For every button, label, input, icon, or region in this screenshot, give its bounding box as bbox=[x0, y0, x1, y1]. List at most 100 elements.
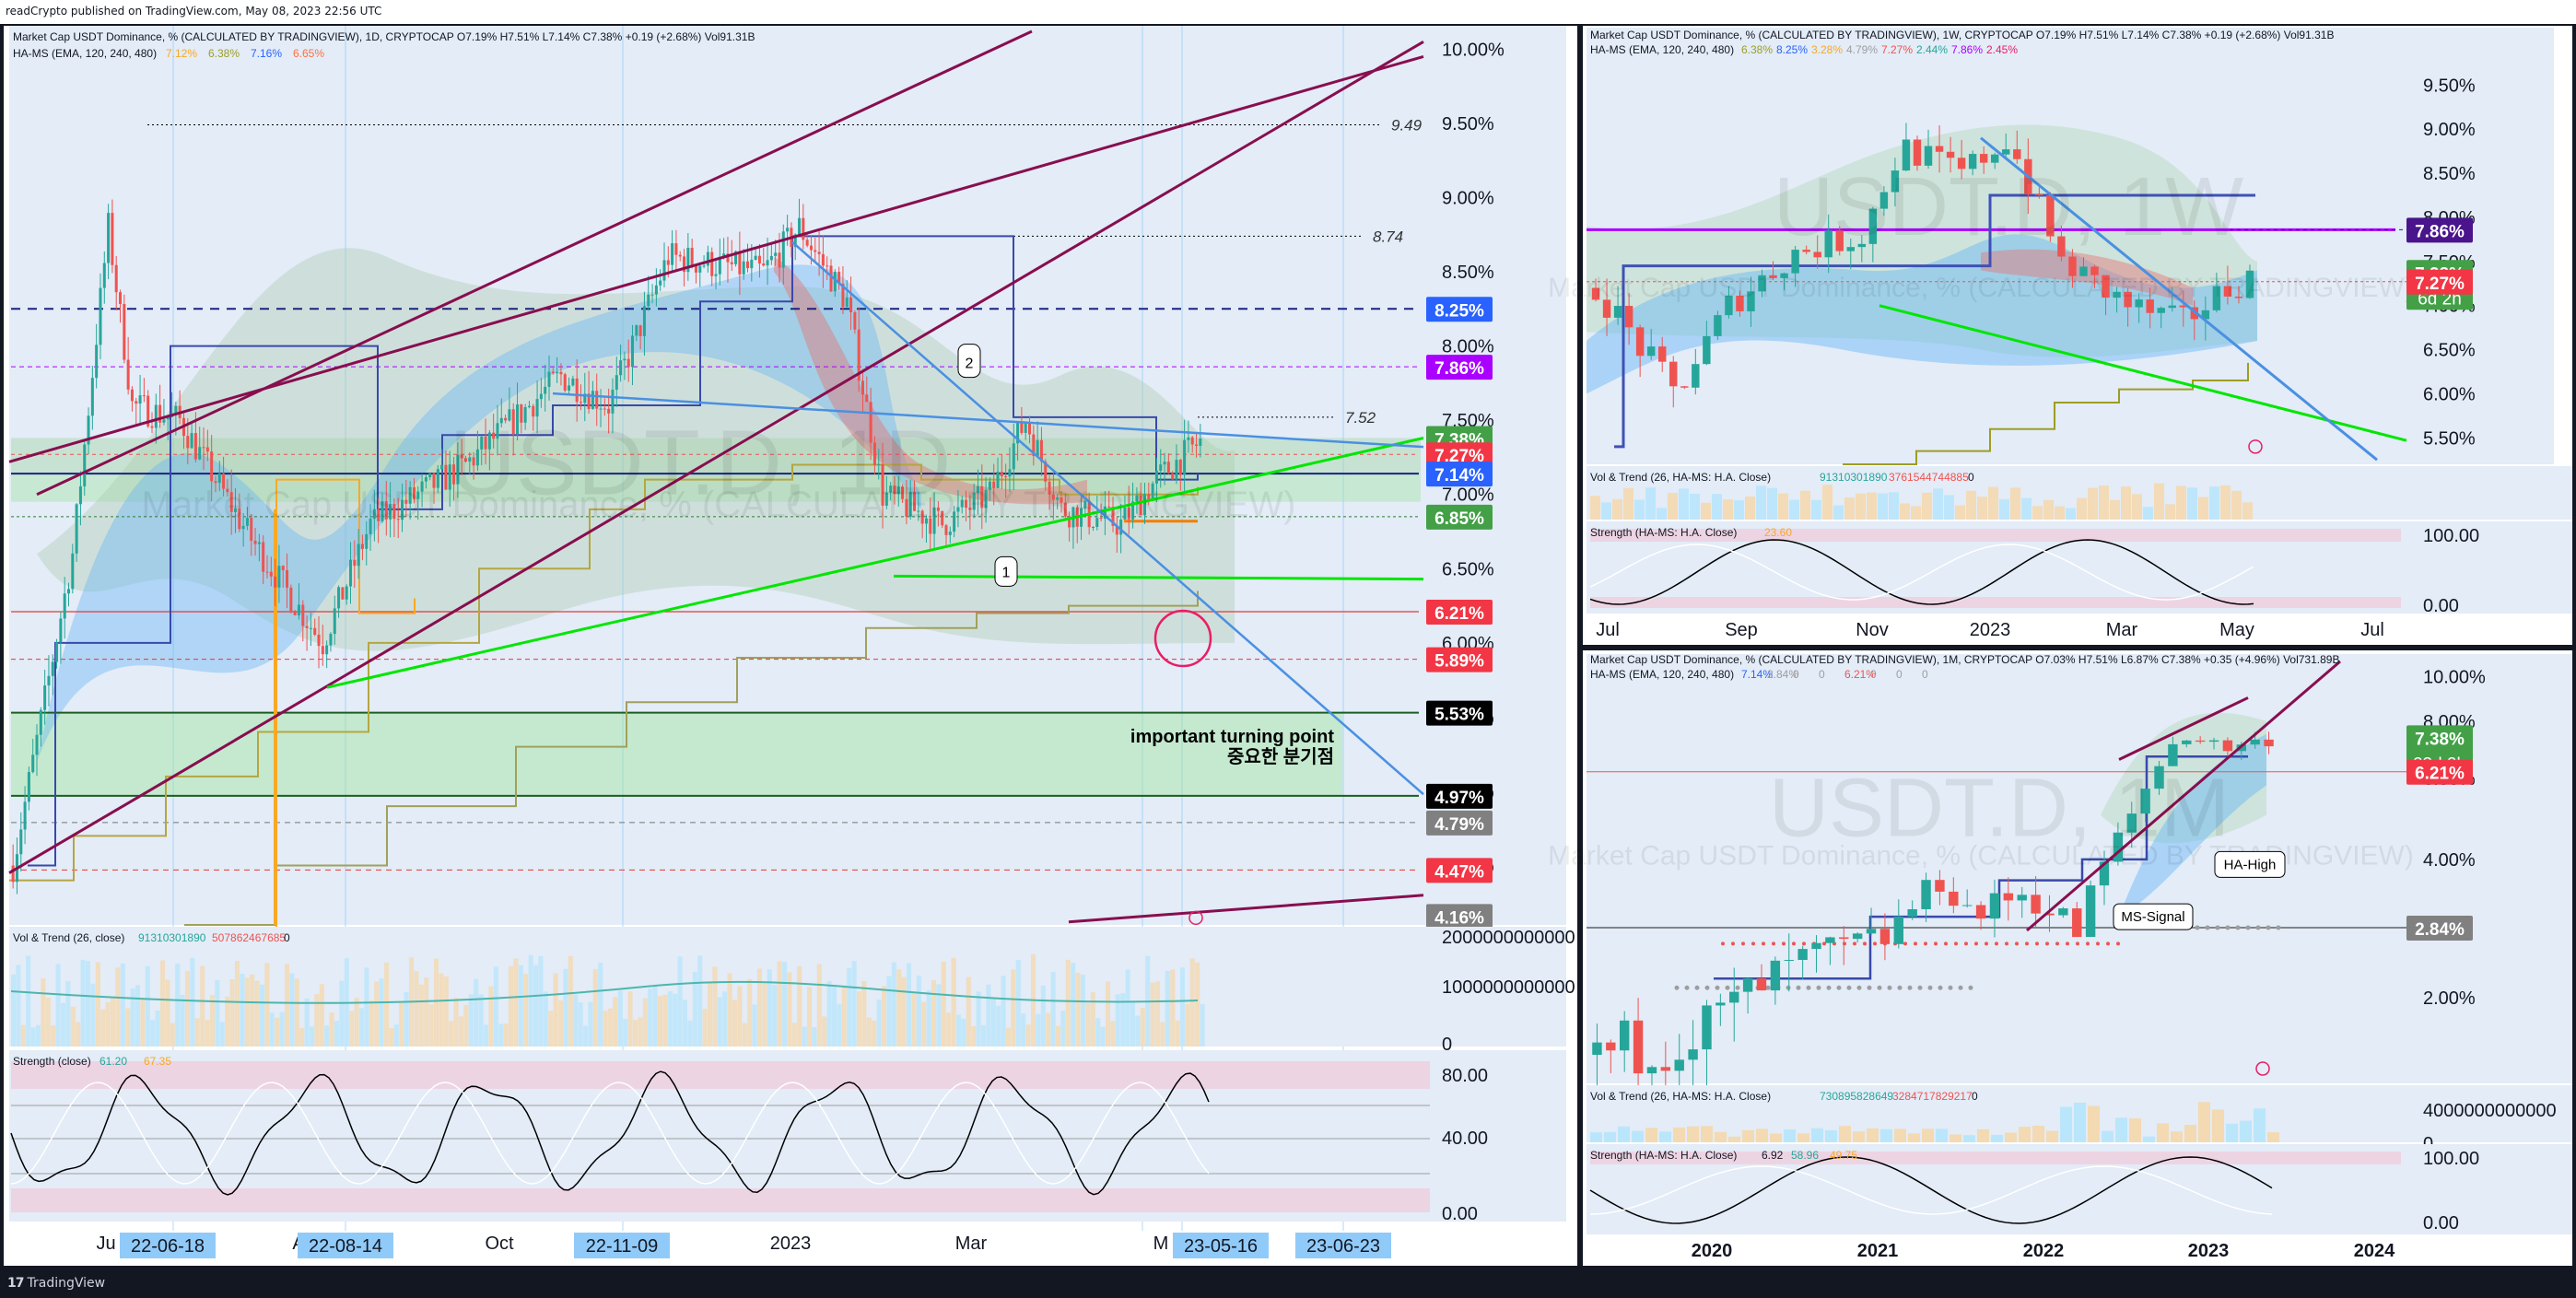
daily-x-tag: 22-08-14 bbox=[309, 1236, 382, 1257]
monthly-volume-bar bbox=[2046, 1130, 2058, 1142]
daily-candle bbox=[166, 416, 170, 420]
weekly-indicator-value: 7.86% bbox=[1951, 43, 1983, 56]
monthly-blue-step bbox=[1714, 755, 2248, 980]
daily-candle bbox=[551, 371, 555, 374]
daily-volume-bar bbox=[1200, 1004, 1205, 1047]
daily-candle bbox=[357, 544, 360, 567]
daily-price-pane bbox=[9, 26, 1566, 925]
daily-candle bbox=[297, 604, 300, 615]
daily-volume-bar bbox=[1140, 1007, 1145, 1047]
monthly-red-dot bbox=[2106, 941, 2110, 946]
daily-volume-bar bbox=[1071, 963, 1076, 1047]
monthly-grey-dot bbox=[1897, 985, 1903, 990]
weekly-watermark-sub: Market Cap USDT Dominance, % (CALCULATED… bbox=[1548, 273, 2414, 303]
daily-candle bbox=[1166, 462, 1170, 474]
monthly-red-dot bbox=[1843, 941, 1846, 946]
daily-candle bbox=[694, 265, 697, 273]
daily-candle bbox=[250, 518, 253, 541]
weekly-volume-bar bbox=[2066, 508, 2076, 520]
lightning-icon bbox=[1188, 910, 1203, 926]
monthly-candle bbox=[1592, 1042, 1602, 1056]
daily-candle bbox=[595, 391, 599, 409]
weekly-candle bbox=[1802, 250, 1810, 252]
daily-volume-bar bbox=[1050, 972, 1056, 1047]
weekly-vol-v2: 3761544744885 bbox=[1889, 471, 1969, 484]
weekly-candle bbox=[2124, 291, 2132, 308]
daily-candle bbox=[253, 540, 257, 544]
daily-candle bbox=[893, 485, 896, 495]
weekly-candle bbox=[1680, 386, 1689, 388]
monthly-volume-bar bbox=[1936, 1128, 1948, 1142]
daily-level-label: 9.49 bbox=[1391, 117, 1423, 134]
monthly-volume-bar bbox=[2212, 1109, 2224, 1142]
monthly-red-dot bbox=[2086, 941, 2090, 946]
weekly-volume-bar bbox=[2077, 497, 2087, 520]
daily-candle bbox=[948, 532, 952, 535]
daily-candle bbox=[857, 329, 861, 381]
daily-volume-bar bbox=[349, 1011, 355, 1047]
monthly-strength-v3: 49.75 bbox=[1830, 1149, 1857, 1162]
daily-header: Market Cap USDT Dominance, % (CALCULATED… bbox=[13, 30, 755, 43]
monthly-maroon-trend bbox=[2026, 660, 2341, 932]
daily-indicator-value: 7.16% bbox=[251, 47, 282, 60]
daily-volume-bar bbox=[194, 1018, 200, 1047]
daily-candle bbox=[635, 325, 638, 336]
weekly-indicator-value: 2.45% bbox=[1986, 43, 2018, 56]
monthly-grey-dot2 bbox=[2266, 925, 2271, 930]
monthly-volume-bar bbox=[2060, 1106, 2072, 1142]
weekly-candle bbox=[1703, 335, 1711, 365]
daily-volume-bar bbox=[583, 1025, 588, 1047]
daily-candle bbox=[901, 486, 905, 499]
daily-candle bbox=[889, 485, 893, 493]
monthly-candle bbox=[2072, 908, 2082, 938]
monthly-strength-v1: 6.92 bbox=[1762, 1149, 1784, 1162]
monthly-x-label: 2024 bbox=[2354, 1241, 2395, 1261]
daily-candle bbox=[965, 499, 968, 509]
daily-volume-bar bbox=[1100, 1026, 1106, 1047]
weekly-candle bbox=[2057, 236, 2066, 257]
daily-volume-bar bbox=[424, 977, 429, 1047]
monthly-red-dot bbox=[1741, 941, 1745, 946]
weekly-candle bbox=[1769, 275, 1777, 278]
daily-candle bbox=[35, 734, 39, 755]
monthly-red-dot bbox=[2035, 941, 2039, 946]
weekly-volume-bar bbox=[2154, 483, 2164, 520]
weekly-volume-bar bbox=[1668, 493, 1678, 520]
weekly-candle bbox=[1613, 306, 1622, 318]
monthly-candle bbox=[2085, 885, 2096, 938]
weekly-candle bbox=[1747, 291, 1755, 311]
weekly-volume-bar bbox=[1900, 503, 1910, 520]
monthly-volume-bar bbox=[1632, 1130, 1644, 1142]
daily-candle bbox=[87, 415, 90, 445]
daily-candle bbox=[1107, 506, 1111, 508]
daily-volume-bar bbox=[20, 1024, 26, 1047]
weekly-candle bbox=[1891, 170, 1900, 193]
monthly-candle bbox=[1811, 942, 1821, 950]
daily-volume-bar bbox=[235, 961, 240, 1047]
tradingview-logo[interactable]: 17 TradingView bbox=[7, 1276, 106, 1291]
monthly-indicator-value: 2.84% bbox=[1767, 668, 1798, 681]
weekly-strength-lower-band bbox=[1590, 597, 2401, 608]
monthly-candle bbox=[1825, 937, 1835, 943]
daily-candle bbox=[1083, 500, 1087, 509]
weekly-volume-bar bbox=[1800, 490, 1810, 520]
daily-candle bbox=[535, 399, 539, 417]
daily-volume-bar bbox=[1001, 976, 1006, 1047]
monthly-candle bbox=[1756, 978, 1767, 991]
monthly-candle bbox=[1893, 916, 1904, 944]
daily-candle bbox=[31, 754, 35, 773]
daily-candle bbox=[19, 829, 23, 855]
daily-candle bbox=[190, 433, 193, 449]
daily-volume-bar bbox=[916, 976, 921, 1047]
weekly-candle bbox=[1624, 306, 1633, 328]
daily-volume-bar bbox=[434, 958, 439, 1047]
daily-candle bbox=[829, 265, 833, 292]
daily-candle bbox=[781, 231, 785, 268]
daily-candle bbox=[841, 283, 845, 308]
monthly-grey-dot bbox=[1938, 985, 1943, 990]
weekly-blue-band bbox=[1587, 234, 2257, 394]
daily-volume-bar bbox=[737, 986, 743, 1047]
monthly-red-dot bbox=[1802, 941, 1806, 946]
monthly-indicator-value: 7.14% bbox=[1741, 668, 1773, 681]
